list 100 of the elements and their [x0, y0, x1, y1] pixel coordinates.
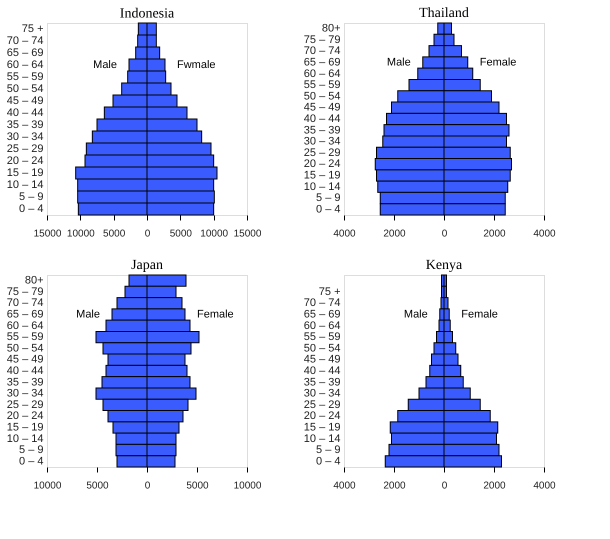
x-tick-label: 15000	[34, 228, 62, 240]
series-label: Fwmale	[177, 59, 216, 71]
x-tick-label: 2000	[483, 228, 506, 240]
y-tick-label: 35 – 39	[6, 376, 44, 388]
y-tick-label: 20 – 24	[6, 410, 44, 422]
y-tick-label: 65 – 69	[304, 308, 340, 321]
y-tick-label: 10 – 14	[6, 179, 44, 191]
y-tick-label: 45 – 49	[6, 95, 44, 107]
y-tick-label: 40 – 44	[6, 365, 44, 377]
y-tick-label: 55 – 59	[304, 79, 340, 92]
x-tick-label: 0	[442, 480, 448, 492]
y-tick-label: 60 – 64	[304, 320, 340, 332]
y-tick-label: 60 – 64	[6, 59, 44, 71]
series-label: Female	[197, 308, 234, 321]
x-tick-label: 10000	[34, 480, 62, 492]
y-tick-label: 20 – 24	[304, 158, 340, 170]
y-tick-label: 75 +	[318, 286, 340, 298]
y-tick-label: 0 – 4	[316, 455, 340, 468]
y-tick-label: 65 – 69	[304, 56, 340, 69]
y-tick-label: 25 – 29	[6, 143, 44, 155]
y-tick-label: 55 – 59	[6, 331, 44, 344]
chart-title: Indonesia	[120, 6, 175, 22]
y-tick-label: 15 – 19	[6, 421, 44, 434]
y-tick-label: 80+	[322, 22, 340, 35]
y-tick-label: 50 – 54	[6, 83, 44, 95]
x-tick-label: 4000	[333, 228, 356, 240]
y-tick-label: 25 – 29	[6, 398, 44, 411]
series-label: Male	[93, 59, 117, 71]
y-tick-label: 40 – 44	[304, 113, 340, 125]
y-tick-label: 70 – 74	[304, 297, 340, 310]
y-tick-label: 55 – 59	[304, 331, 340, 344]
y-tick-label: 65 – 69	[6, 47, 44, 59]
x-tick-label: 5000	[86, 480, 110, 492]
y-tick-label: 40 – 44	[304, 365, 340, 377]
x-tick-label: 5000	[103, 228, 126, 240]
y-tick-label: 70 – 74	[6, 297, 44, 310]
y-tick-label: 60 – 64	[6, 320, 44, 332]
chart-title: Kenya	[426, 258, 464, 274]
y-tick-label: 70 – 74	[304, 45, 340, 58]
y-tick-label: 25 – 29	[304, 146, 340, 159]
y-tick-label: 35 – 39	[304, 376, 340, 388]
x-tick-label: 4000	[533, 228, 556, 240]
y-tick-label: 55 – 59	[6, 71, 44, 83]
y-tick-label: 5 – 9	[19, 191, 44, 203]
y-tick-label: 50 – 54	[304, 90, 340, 102]
x-tick-label: 2000	[483, 480, 506, 492]
x-tick-label: 15000	[234, 228, 262, 240]
x-tick-label: 10000	[234, 480, 262, 492]
y-tick-label: 40 – 44	[6, 107, 44, 119]
y-tick-label: 15 – 19	[6, 167, 44, 179]
series-label: Male	[404, 308, 428, 321]
y-tick-label: 50 – 54	[6, 342, 44, 354]
x-tick-label: 5000	[186, 480, 210, 492]
y-tick-label: 35 – 39	[304, 124, 340, 136]
series-label: Female	[480, 56, 516, 69]
y-tick-label: 70 – 74	[6, 35, 44, 47]
y-tick-label: 15 – 19	[304, 169, 340, 182]
x-tick-label: 10000	[200, 228, 229, 240]
chart-title: Thailand	[419, 6, 469, 22]
y-tick-label: 20 – 24	[304, 410, 340, 422]
y-tick-label: 80+	[24, 274, 44, 287]
y-tick-label: 15 – 19	[304, 421, 340, 434]
y-tick-label: 25 – 29	[304, 398, 340, 411]
y-tick-label: 45 – 49	[304, 102, 340, 114]
y-tick-label: 45 – 49	[6, 354, 44, 366]
y-tick-label: 30 – 34	[304, 388, 340, 400]
y-tick-label: 30 – 34	[6, 388, 44, 400]
y-tick-label: 0 – 4	[316, 203, 340, 216]
y-tick-label: 0 – 4	[19, 455, 44, 468]
y-tick-label: 10 – 14	[304, 180, 340, 193]
y-tick-label: 10 – 14	[304, 432, 340, 445]
y-tick-label: 50 – 54	[304, 342, 340, 354]
y-tick-label: 75 +	[22, 23, 44, 35]
x-tick-label: 10000	[66, 228, 96, 240]
x-tick-label: 0	[442, 228, 448, 240]
y-tick-label: 0 – 4	[19, 203, 44, 215]
x-tick-label: 2000	[383, 480, 406, 492]
series-label: Female	[461, 308, 498, 321]
y-tick-label: 35 – 39	[6, 119, 44, 131]
y-tick-label: 45 – 49	[304, 354, 340, 366]
y-tick-label: 65 – 69	[6, 308, 44, 321]
series-label: Male	[386, 56, 411, 69]
y-tick-label: 20 – 24	[6, 155, 44, 167]
y-tick-label: 10 – 14	[6, 432, 44, 445]
x-tick-label: 5000	[170, 228, 192, 240]
y-tick-label: 30 – 34	[304, 136, 340, 148]
y-tick-label: 75 – 79	[304, 34, 340, 46]
x-tick-label: 4000	[533, 480, 556, 492]
y-tick-label: 5 – 9	[316, 444, 340, 456]
chart-title: Japan	[131, 258, 163, 274]
x-tick-label: 0	[144, 228, 151, 240]
y-tick-label: 5 – 9	[19, 444, 44, 456]
y-tick-label: 75 – 79	[6, 286, 44, 298]
series-label: Male	[76, 308, 100, 321]
x-tick-label: 2000	[383, 228, 406, 240]
x-tick-label: 4000	[333, 480, 356, 492]
y-tick-label: 5 – 9	[316, 192, 340, 204]
y-tick-label: 30 – 34	[6, 131, 44, 143]
x-tick-label: 0	[144, 480, 151, 492]
y-tick-label: 60 – 64	[304, 68, 340, 80]
